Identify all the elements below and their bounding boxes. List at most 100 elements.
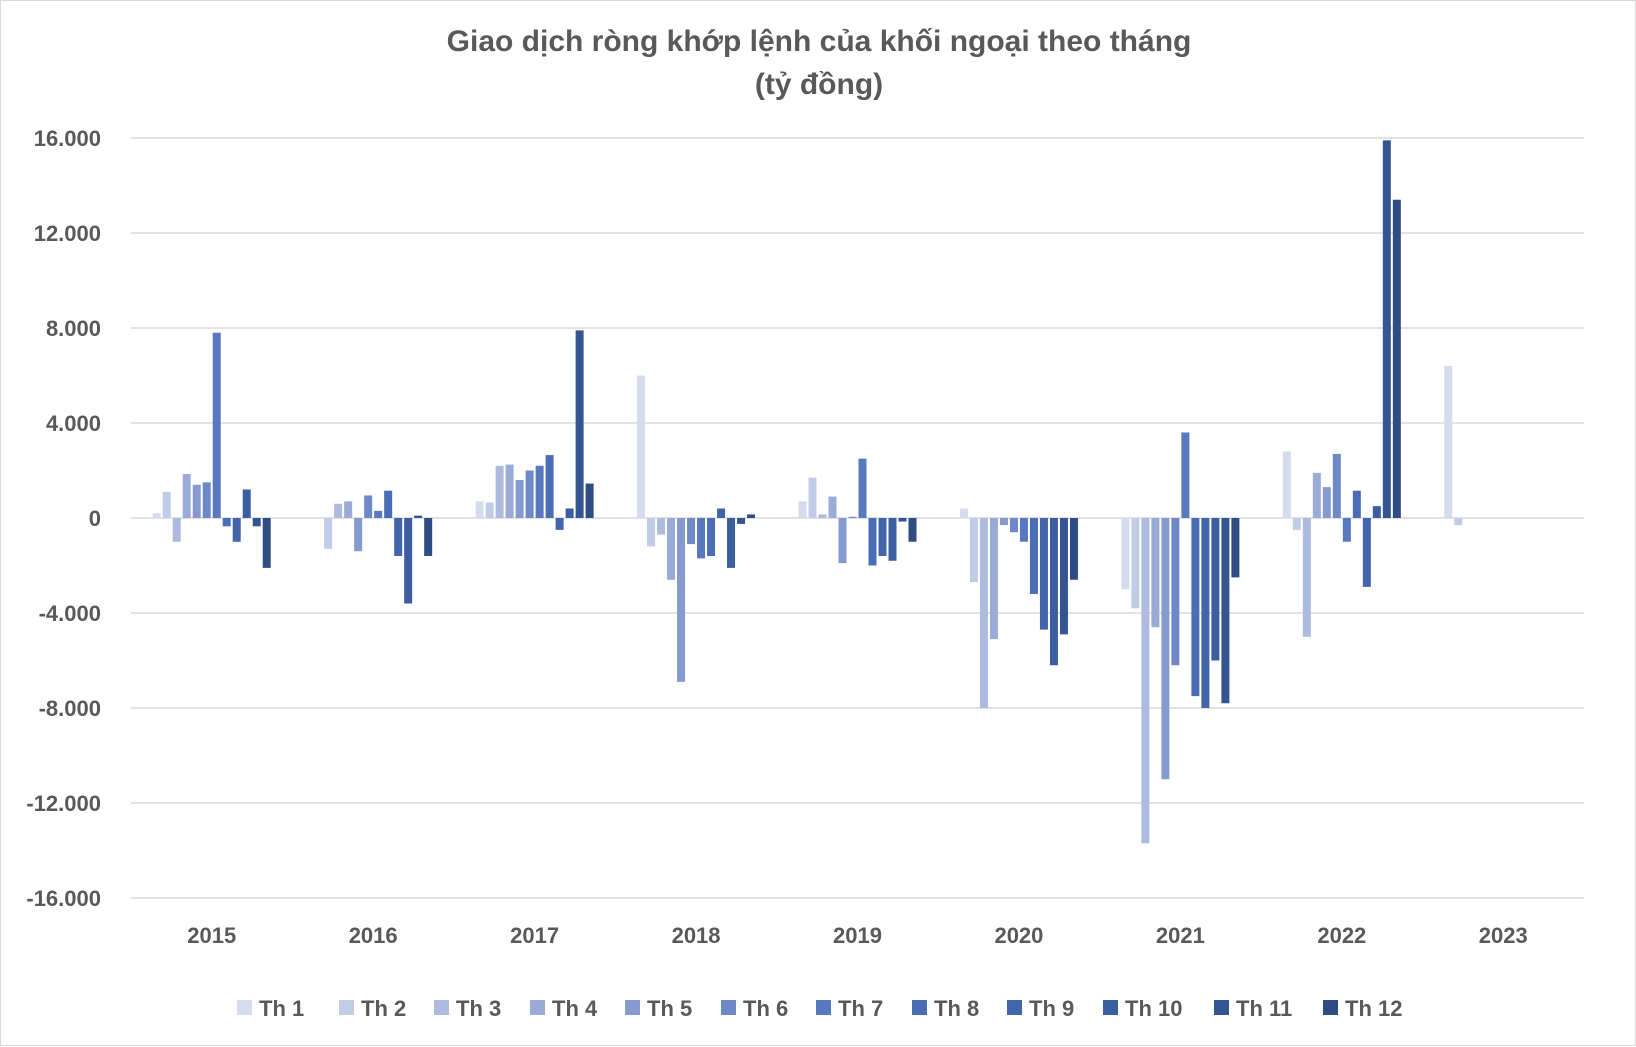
bar-2017-th-5: [515, 480, 524, 518]
bar-2016-th-2: [324, 518, 333, 549]
legend-swatch: [1323, 1000, 1338, 1015]
bar-2018-th-1: [637, 375, 646, 518]
y-tick-label: 16.000: [34, 126, 101, 151]
legend-label: Th 8: [934, 996, 979, 1021]
bar-2017-th-6: [525, 470, 534, 518]
bar-2022-th-4: [1312, 472, 1321, 518]
bar-2017-th-2: [485, 502, 494, 518]
legend-item-th-7[interactable]: Th 7: [816, 996, 883, 1021]
bar-2022-th-6: [1332, 453, 1341, 518]
x-category-label: 2021: [1156, 923, 1205, 948]
legend-item-th-9[interactable]: Th 9: [1007, 996, 1074, 1021]
bar-2022-th-10: [1372, 506, 1381, 518]
bar-2020-th-4: [989, 518, 998, 640]
bar-2016-th-5: [354, 518, 363, 552]
bar-2018-th-6: [687, 518, 696, 545]
bar-2020-th-10: [1049, 518, 1058, 666]
bar-2022-th-5: [1322, 487, 1331, 518]
chart-title: Giao dịch ròng khớp lệnh của khối ngoại …: [447, 25, 1192, 58]
bar-2015-th-7: [212, 332, 221, 518]
bar-2020-th-11: [1059, 518, 1068, 635]
bar-2019-th-7: [858, 458, 867, 518]
legend-label: Th 3: [456, 996, 501, 1021]
x-category-label: 2023: [1479, 923, 1528, 948]
legend-label: Th 9: [1029, 996, 1074, 1021]
x-category-label: 2017: [510, 923, 559, 948]
bar-2015-th-8: [222, 518, 231, 527]
legend-item-th-6[interactable]: Th 6: [721, 996, 788, 1021]
bar-2019-th-5: [838, 518, 847, 564]
bar-2015-th-10: [242, 489, 251, 518]
legend-swatch: [721, 1000, 736, 1015]
legend-label: Th 12: [1345, 996, 1402, 1021]
bar-2020-th-6: [1009, 518, 1018, 533]
bar-2016-th-3: [334, 503, 343, 518]
bar-2019-th-1: [798, 501, 807, 518]
legend-label: Th 4: [552, 996, 598, 1021]
bar-2019-th-2: [808, 477, 817, 518]
legend-item-th-10[interactable]: Th 10: [1103, 996, 1182, 1021]
bar-2023-th-2: [1454, 518, 1463, 526]
bar-2017-th-9: [555, 518, 564, 530]
legend-swatch: [237, 1000, 252, 1015]
bar-2017-th-1: [475, 501, 484, 518]
bar-2017-th-10: [565, 508, 574, 518]
bar-2021-th-9: [1201, 518, 1210, 708]
bar-2021-th-5: [1161, 518, 1170, 780]
y-axis-tick-labels: 16.000 12.000 8.000 4.000 0 -4.000 -8.000 -12.0…: [26, 126, 101, 911]
bar-2016-th-8: [384, 490, 393, 518]
bar-2020-th-1: [959, 508, 968, 518]
bar-2017-th-12: [585, 483, 594, 518]
bar-2021-th-1: [1121, 518, 1130, 590]
bar-2020-th-3: [979, 518, 988, 708]
legend-item-th-4[interactable]: Th 4: [530, 996, 598, 1021]
legend-item-th-2[interactable]: Th 2: [339, 996, 406, 1021]
legend-swatch: [1214, 1000, 1229, 1015]
bar-2015-th-4: [182, 474, 191, 518]
bar-2016-th-7: [374, 510, 383, 518]
legend-label: Th 10: [1125, 996, 1182, 1021]
x-category-label: 2015: [187, 923, 236, 948]
bar-2019-th-3: [818, 514, 827, 518]
bar-2020-th-12: [1069, 518, 1078, 580]
bar-2019-th-9: [878, 518, 887, 556]
bar-2017-th-4: [505, 464, 514, 518]
legend-item-th-8[interactable]: Th 8: [912, 996, 979, 1021]
bar-2021-th-11: [1221, 518, 1230, 704]
bar-2018-th-4: [667, 518, 676, 580]
bar-2018-th-11: [737, 518, 746, 524]
bar-2015-th-2: [162, 491, 171, 518]
bar-2022-th-11: [1382, 140, 1391, 518]
y-tick-label: -4.000: [39, 601, 101, 626]
legend-item-th-5[interactable]: Th 5: [625, 996, 692, 1021]
legend-item-th-12[interactable]: Th 12: [1323, 996, 1402, 1021]
bar-2021-th-3: [1141, 518, 1150, 844]
bar-2022-th-8: [1352, 490, 1361, 518]
chart-subtitle: (tỷ đồng): [755, 68, 883, 101]
legend-label: Th 7: [838, 996, 883, 1021]
x-category-label: 2020: [994, 923, 1043, 948]
y-tick-label: -16.000: [26, 886, 101, 911]
legend-item-th-11[interactable]: Th 11: [1214, 996, 1292, 1021]
bar-2015-th-9: [232, 518, 241, 542]
bar-2016-th-11: [414, 515, 423, 518]
legend-item-th-1[interactable]: Th 1: [237, 996, 304, 1021]
bar-2019-th-11: [898, 518, 907, 522]
bar-2022-th-7: [1342, 518, 1351, 542]
legend-item-th-3[interactable]: Th 3: [434, 996, 501, 1021]
y-tick-label: -12.000: [26, 791, 101, 816]
y-tick-label: 12.000: [34, 221, 101, 246]
bar-2019-th-12: [908, 518, 917, 542]
bar-2018-th-5: [677, 518, 686, 682]
bar-2021-th-7: [1181, 432, 1190, 518]
legend-label: Th 1: [259, 996, 304, 1021]
x-category-label: 2019: [833, 923, 882, 948]
bar-2021-th-6: [1171, 518, 1180, 666]
bar-2023-th-1: [1444, 366, 1453, 518]
bar-2015-th-5: [192, 484, 201, 518]
bar-2020-th-9: [1039, 518, 1048, 630]
bar-2017-th-3: [495, 465, 504, 518]
bar-2018-th-9: [717, 508, 726, 518]
